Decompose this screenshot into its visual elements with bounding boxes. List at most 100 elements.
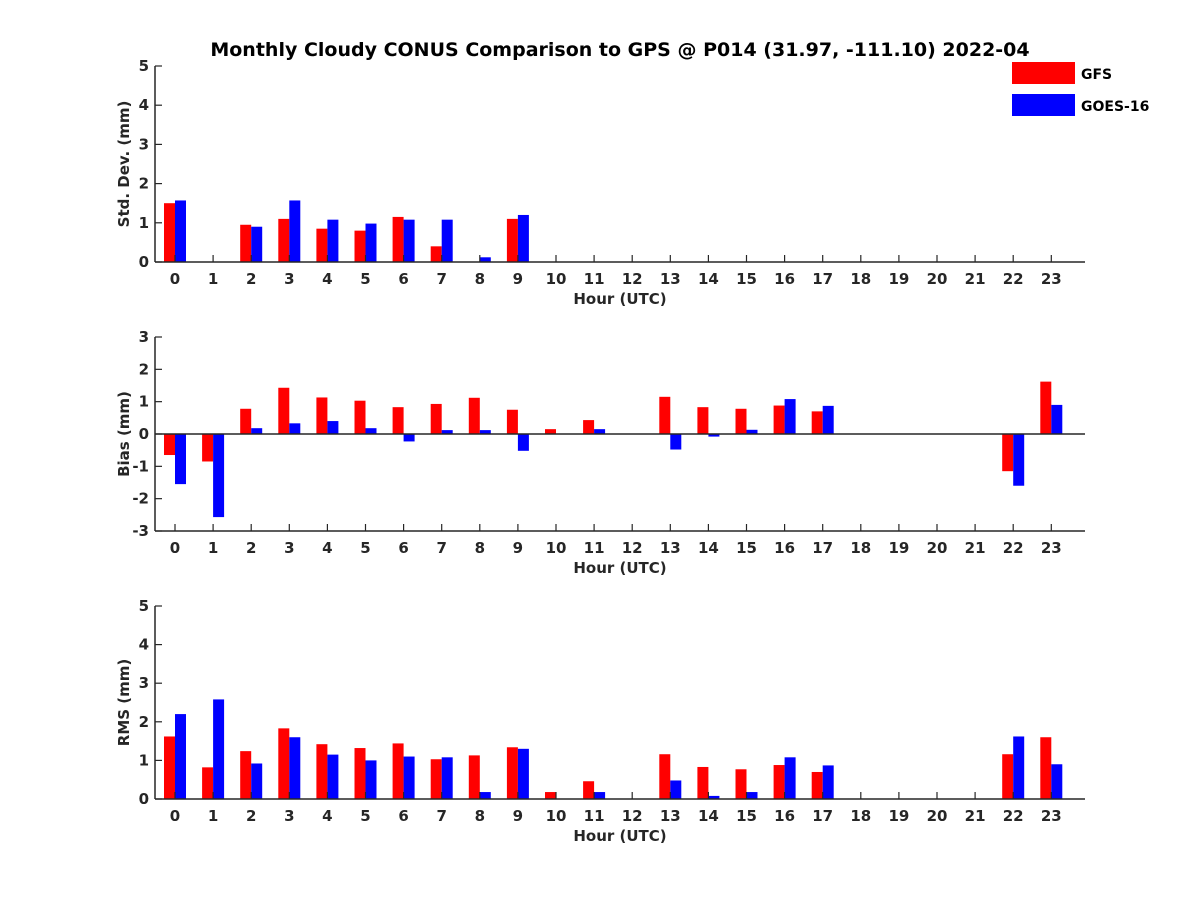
x-tick-label: 15 bbox=[736, 807, 757, 825]
x-tick-label: 2 bbox=[246, 539, 256, 557]
x-tick-label: 4 bbox=[322, 270, 332, 288]
bar-gfs-hour-13 bbox=[659, 754, 671, 799]
bar-goes16-hour-3 bbox=[289, 200, 301, 262]
bar-gfs-hour-22 bbox=[1002, 434, 1014, 472]
bar-gfs-hour-8 bbox=[468, 755, 480, 799]
x-tick-label: 6 bbox=[398, 807, 408, 825]
bar-gfs-hour-6 bbox=[392, 407, 404, 434]
bar-gfs-hour-7 bbox=[430, 403, 442, 434]
x-tick-label: 11 bbox=[584, 270, 605, 288]
x-tick-label: 15 bbox=[736, 270, 757, 288]
bar-goes16-hour-2 bbox=[251, 428, 263, 434]
x-tick-label: 23 bbox=[1041, 270, 1062, 288]
bar-goes16-hour-4 bbox=[327, 219, 339, 262]
bar-gfs-hour-11 bbox=[583, 420, 595, 434]
x-tick-label: 14 bbox=[698, 270, 719, 288]
bar-goes16-hour-11 bbox=[594, 792, 606, 799]
x-tick-label: 16 bbox=[774, 270, 795, 288]
bar-gfs-hour-0 bbox=[164, 434, 175, 456]
bar-gfs-hour-23 bbox=[1040, 381, 1052, 434]
chart-legend: GFS GOES-16 bbox=[1012, 62, 1149, 116]
bar-gfs-hour-5 bbox=[354, 400, 366, 434]
x-axis-label: Hour (UTC) bbox=[573, 827, 666, 845]
bar-gfs-hour-4 bbox=[316, 744, 328, 799]
chart-title: Monthly Cloudy CONUS Comparison to GPS @… bbox=[210, 39, 1029, 61]
bar-goes16-hour-5 bbox=[365, 428, 377, 434]
x-tick-label: 18 bbox=[850, 807, 871, 825]
bar-goes16-hour-9 bbox=[517, 748, 529, 799]
x-tick-label: 22 bbox=[1003, 539, 1024, 557]
bar-goes16-hour-0 bbox=[175, 200, 186, 262]
x-tick-label: 0 bbox=[170, 270, 180, 288]
bar-gfs-hour-2 bbox=[240, 224, 252, 262]
x-tick-label: 20 bbox=[927, 270, 948, 288]
bar-gfs-hour-11 bbox=[583, 781, 595, 799]
x-tick-label: 1 bbox=[208, 539, 218, 557]
x-tick-label: 8 bbox=[475, 270, 485, 288]
x-tick-label: 13 bbox=[660, 270, 681, 288]
bar-gfs-hour-2 bbox=[240, 408, 252, 434]
y-tick-label: 4 bbox=[139, 96, 149, 114]
bar-gfs-hour-0 bbox=[164, 736, 175, 799]
y-tick-label: 3 bbox=[139, 328, 149, 346]
bar-gfs-hour-1 bbox=[202, 434, 214, 462]
bar-goes16-hour-2 bbox=[251, 226, 263, 262]
x-tick-label: 1 bbox=[208, 807, 218, 825]
y-tick-label: 3 bbox=[139, 674, 149, 692]
legend-swatch-goes16 bbox=[1012, 94, 1075, 116]
bar-gfs-hour-3 bbox=[278, 728, 290, 799]
y-axis-label: RMS (mm) bbox=[115, 659, 133, 746]
x-tick-label: 15 bbox=[736, 539, 757, 557]
bar-gfs-hour-10 bbox=[545, 792, 556, 799]
bar-gfs-hour-1 bbox=[202, 767, 214, 799]
x-tick-label: 5 bbox=[360, 270, 370, 288]
bar-goes16-hour-13 bbox=[670, 780, 682, 799]
legend-label-gfs: GFS bbox=[1081, 67, 1112, 83]
bar-gfs-hour-6 bbox=[392, 216, 404, 262]
x-tick-label: 4 bbox=[322, 807, 332, 825]
bar-goes16-hour-9 bbox=[517, 434, 529, 451]
x-tick-label: 2 bbox=[246, 807, 256, 825]
x-tick-label: 18 bbox=[850, 539, 871, 557]
x-tick-label: 5 bbox=[360, 539, 370, 557]
bar-goes16-hour-4 bbox=[327, 421, 339, 434]
x-axis-label: Hour (UTC) bbox=[573, 290, 666, 308]
bar-gfs-hour-9 bbox=[506, 747, 518, 799]
bar-goes16-hour-6 bbox=[403, 434, 415, 442]
y-tick-label: 2 bbox=[139, 713, 149, 731]
x-tick-label: 7 bbox=[436, 539, 446, 557]
x-tick-label: 13 bbox=[660, 807, 681, 825]
x-tick-label: 3 bbox=[284, 270, 294, 288]
bar-gfs-hour-13 bbox=[659, 396, 671, 434]
bar-goes16-hour-1 bbox=[213, 699, 225, 799]
bar-goes16-hour-7 bbox=[441, 430, 453, 434]
x-tick-label: 9 bbox=[513, 270, 523, 288]
x-tick-label: 23 bbox=[1041, 807, 1062, 825]
x-tick-label: 6 bbox=[398, 270, 408, 288]
x-tick-label: 3 bbox=[284, 807, 294, 825]
bar-gfs-hour-4 bbox=[316, 397, 328, 434]
x-tick-label: 19 bbox=[888, 270, 909, 288]
bar-goes16-hour-3 bbox=[289, 423, 301, 434]
x-tick-label: 20 bbox=[927, 807, 948, 825]
y-tick-label: -1 bbox=[132, 457, 149, 475]
bar-goes16-hour-14 bbox=[708, 434, 720, 437]
x-tick-label: 17 bbox=[812, 270, 833, 288]
y-tick-label: 2 bbox=[139, 175, 149, 193]
bar-goes16-hour-2 bbox=[251, 763, 263, 799]
bar-gfs-hour-3 bbox=[278, 387, 290, 434]
bar-goes16-hour-15 bbox=[746, 792, 758, 799]
bar-gfs-hour-15 bbox=[735, 769, 747, 799]
bar-goes16-hour-22 bbox=[1013, 736, 1025, 799]
x-tick-label: 3 bbox=[284, 539, 294, 557]
y-tick-label: -2 bbox=[132, 490, 149, 508]
bar-gfs-hour-3 bbox=[278, 218, 290, 262]
x-tick-label: 21 bbox=[965, 270, 986, 288]
x-tick-label: 10 bbox=[546, 270, 567, 288]
x-tick-label: 23 bbox=[1041, 539, 1062, 557]
y-tick-label: 1 bbox=[139, 393, 149, 411]
bar-gfs-hour-6 bbox=[392, 743, 404, 799]
y-tick-label: 1 bbox=[139, 751, 149, 769]
x-tick-label: 18 bbox=[850, 270, 871, 288]
